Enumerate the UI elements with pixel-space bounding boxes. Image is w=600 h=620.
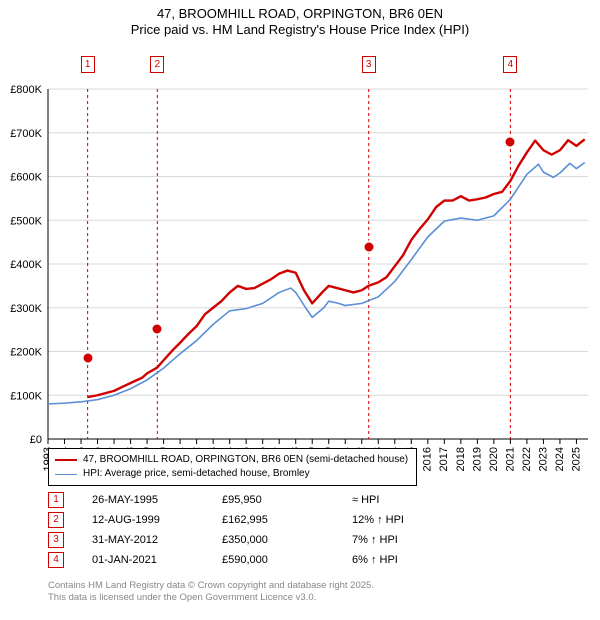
svg-text:£500K: £500K [10, 215, 42, 227]
svg-text:2017: 2017 [438, 447, 450, 471]
sales-row: 2 12-AUG-1999£162,99512% ↑ HPI [48, 510, 452, 530]
sale-delta: 7% ↑ HPI [352, 534, 452, 546]
legend-item: 47, BROOMHILL ROAD, ORPINGTON, BR6 0EN (… [55, 453, 408, 467]
sale-number-box: 2 [48, 512, 64, 528]
svg-text:£300K: £300K [10, 302, 42, 314]
title-line-2: Price paid vs. HM Land Registry's House … [0, 22, 600, 38]
svg-text:2018: 2018 [455, 447, 467, 471]
sales-table: 1 26-MAY-1995£95,950≈ HPI 2 12-AUG-1999£162… [48, 490, 452, 570]
title-line-1: 47, BROOMHILL ROAD, ORPINGTON, BR6 0EN [0, 6, 600, 22]
legend-swatch [55, 459, 77, 461]
footer-line-1: Contains HM Land Registry data © Crown c… [48, 580, 374, 592]
svg-text:£600K: £600K [10, 171, 42, 183]
svg-text:2021: 2021 [504, 447, 516, 471]
svg-text:2019: 2019 [471, 447, 483, 471]
sale-marker-dot [151, 322, 164, 335]
footer-note: Contains HM Land Registry data © Crown c… [48, 580, 374, 605]
svg-text:£200K: £200K [10, 346, 42, 358]
sales-row: 1 26-MAY-1995£95,950≈ HPI [48, 490, 452, 510]
sale-marker-flag: 3 [362, 56, 376, 73]
sale-price: £162,995 [222, 514, 352, 526]
line-chart: £0 £100K £200K £300K £400K £500K £600K £700K £80… [0, 39, 600, 489]
sale-date: 12-AUG-1999 [92, 514, 222, 526]
sale-price: £590,000 [222, 554, 352, 566]
sale-marker-flag: 1 [81, 56, 95, 73]
sale-date: 31-MAY-2012 [92, 534, 222, 546]
sale-marker-dot [504, 135, 517, 148]
svg-text:2023: 2023 [537, 447, 549, 471]
svg-text:£400K: £400K [10, 259, 42, 271]
sale-price: £95,950 [222, 494, 352, 506]
sale-price: £350,000 [222, 534, 352, 546]
sale-delta: 6% ↑ HPI [352, 554, 452, 566]
legend-label: 47, BROOMHILL ROAD, ORPINGTON, BR6 0EN (… [83, 453, 408, 467]
svg-text:2020: 2020 [488, 447, 500, 471]
svg-text:£700K: £700K [10, 127, 42, 139]
svg-text:£100K: £100K [10, 390, 42, 402]
sale-date: 26-MAY-1995 [92, 494, 222, 506]
sale-number-box: 3 [48, 532, 64, 548]
sale-date: 01-JAN-2021 [92, 554, 222, 566]
sale-marker-dot [362, 240, 375, 253]
svg-text:2025: 2025 [570, 447, 582, 471]
sale-number-box: 1 [48, 492, 64, 508]
svg-text:2022: 2022 [521, 447, 533, 471]
sales-row: 4 01-JAN-2021£590,0006% ↑ HPI [48, 550, 452, 570]
footer-line-2: This data is licensed under the Open Gov… [48, 592, 374, 604]
svg-text:2024: 2024 [554, 447, 566, 471]
sales-row: 3 31-MAY-2012£350,0007% ↑ HPI [48, 530, 452, 550]
legend-swatch [55, 474, 77, 475]
chart-container: 47, BROOMHILL ROAD, ORPINGTON, BR6 0EN P… [0, 0, 600, 620]
sale-number-box: 4 [48, 552, 64, 568]
svg-text:£800K: £800K [10, 84, 42, 96]
sale-marker-dot [81, 352, 94, 365]
sale-delta: ≈ HPI [352, 494, 452, 506]
sale-marker-flag: 2 [150, 56, 164, 73]
legend-label: HPI: Average price, semi-detached house,… [83, 467, 310, 481]
legend-item: HPI: Average price, semi-detached house,… [55, 467, 408, 481]
sale-delta: 12% ↑ HPI [352, 514, 452, 526]
chart-title: 47, BROOMHILL ROAD, ORPINGTON, BR6 0EN P… [0, 0, 600, 39]
sale-marker-flag: 4 [503, 56, 517, 73]
legend: 47, BROOMHILL ROAD, ORPINGTON, BR6 0EN (… [48, 448, 417, 486]
svg-text:2016: 2016 [422, 447, 434, 471]
svg-text:£0: £0 [30, 434, 42, 446]
